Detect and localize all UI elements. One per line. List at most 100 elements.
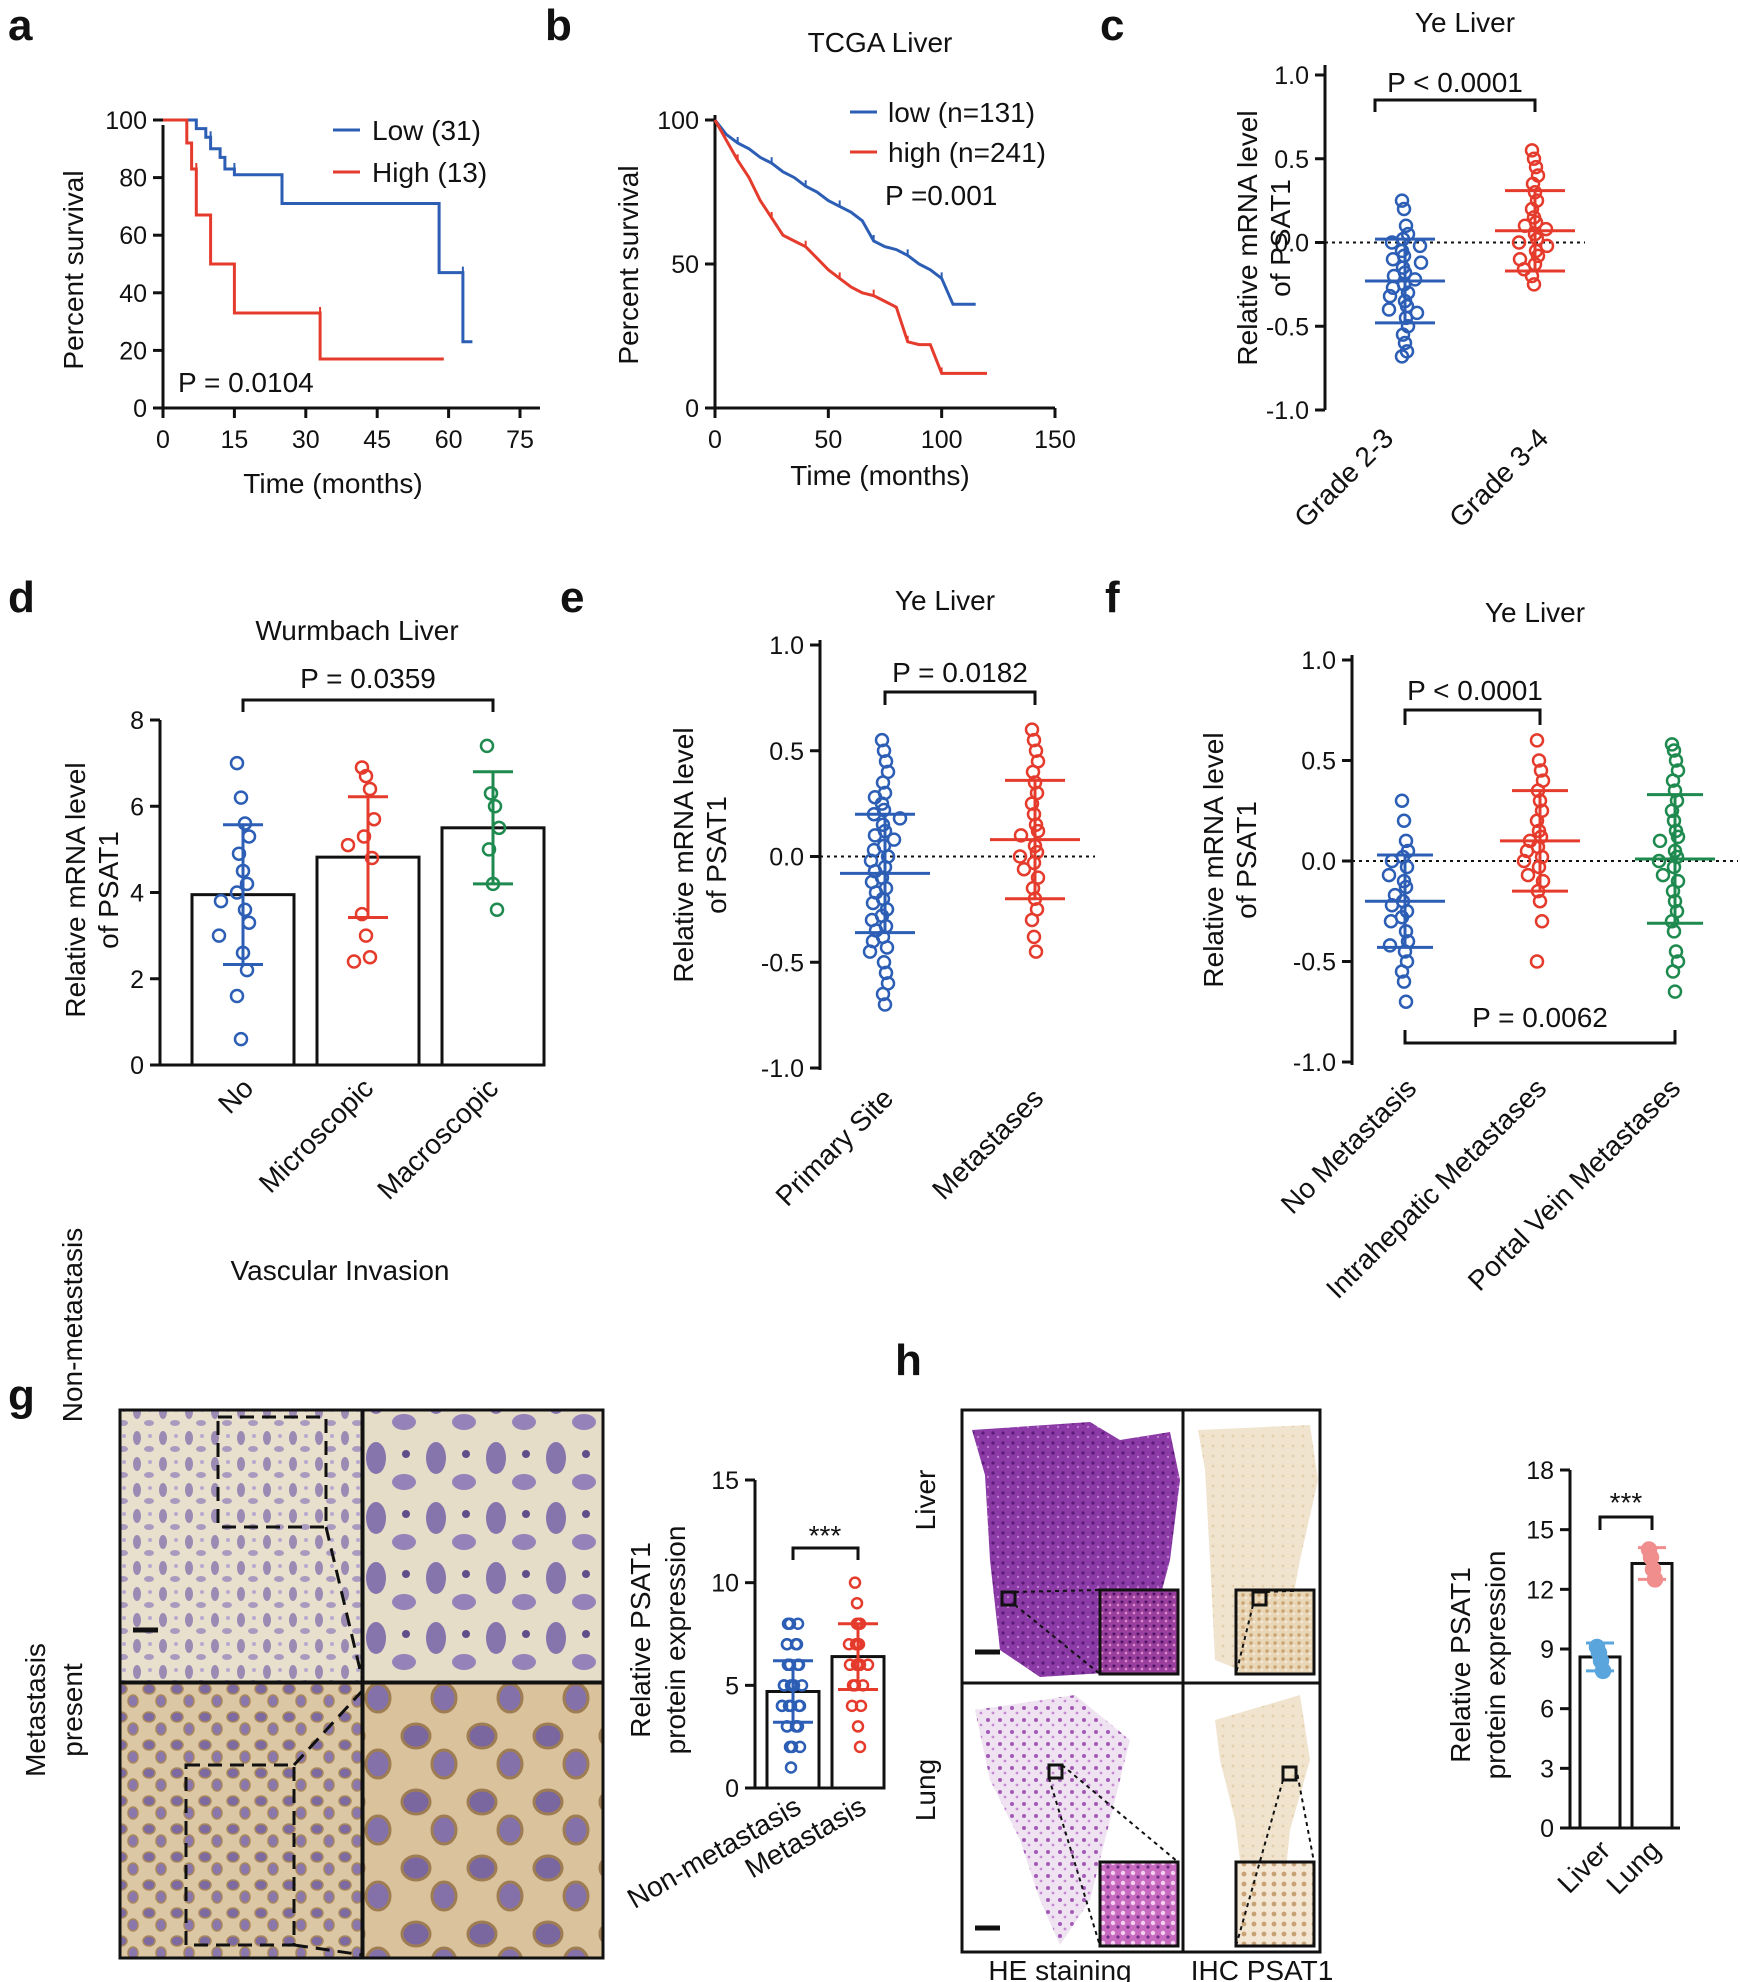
a-xtick-label: 0 [156,426,170,454]
d-point-3 [483,786,499,801]
d-category-2: Microscopic [253,1072,379,1198]
e-ylabel-line1: Relative mRNA level [668,727,699,982]
f-point-3 [1665,773,1681,788]
b-xtick-label: 100 [921,426,963,454]
e-ytick-label: 1.0 [769,632,804,660]
d-point-3 [481,842,497,857]
c-point-2 [1528,159,1544,175]
e-category-2: Metastases [926,1082,1049,1205]
f-point-1 [1396,813,1412,829]
g-point-1 [793,1740,807,1754]
e-point-2 [1026,929,1042,945]
g-ytick-label: 15 [711,1467,739,1495]
g-ytick-label: 5 [725,1672,739,1700]
h-ytick-label: 6 [1540,1696,1554,1724]
g-point-2 [851,1720,865,1733]
a-xtick-label: 15 [220,426,248,454]
b-title: TCGA Liver [808,27,953,58]
panel-label-f: f [1105,573,1120,622]
f-pvalue-1: P < 0.0001 [1407,675,1543,706]
d-point-1 [237,902,253,917]
h-ytick-label: 3 [1540,1755,1554,1783]
d-ytick-label: 8 [130,707,144,735]
c-point-2 [1524,143,1540,158]
f-bracket-1 [1403,708,1542,725]
d-category-1: No [212,1072,259,1119]
c-point-1 [1385,252,1401,267]
d-ytick-label: 2 [130,966,144,994]
g-image-met-zoom [361,1681,605,1960]
b-series-1-line [713,119,976,306]
d-point-2 [346,954,362,969]
f-point-2 [1532,893,1548,909]
f-point-1 [1382,938,1398,953]
b-ytick-label: 100 [657,107,699,135]
a-xtick-label: 75 [506,426,534,454]
c-point-2 [1526,277,1542,292]
d-point-2 [366,811,382,827]
g-point-2 [842,1638,856,1651]
c-point-1 [1413,255,1429,270]
chart-a: 0 20 40 60 80 100 0 15 30 45 60 75 Percent survival… [58,107,540,499]
c-point-1 [1394,193,1410,208]
f-point-3 [1667,984,1683,999]
d-ylabel-line2: of PSAT1 [93,831,124,949]
f-point-2 [1520,867,1536,883]
d-point-1 [211,928,227,943]
a-ytick-label: 0 [133,395,147,423]
h-ytick-label: 9 [1540,1636,1554,1664]
c-category-2: Grade 3-4 [1443,422,1554,533]
d-point-2 [358,928,374,943]
c-point-1 [1396,201,1412,217]
h-ylabel-line2: protein expression [1480,1551,1511,1780]
h-zoom-guides [1014,1589,1315,1947]
f-category-2: Intrahepatic Metastases [1320,1072,1552,1304]
f-point-3 [1665,883,1681,899]
d-ytick-label: 0 [130,1052,144,1080]
c-point-1 [1384,235,1400,250]
h-lung-he-section [975,1695,1130,1945]
f-point-3 [1666,924,1682,939]
e-category-1: Primary Site [770,1082,900,1212]
g-ytick-label: 0 [725,1775,739,1803]
h-bar-1 [1578,1655,1622,1830]
c-category-1: Grade 2-3 [1288,422,1399,533]
f-point-3 [1668,944,1684,959]
b-ylabel: Percent survival [613,165,644,364]
b-ytick-label: 0 [685,395,699,423]
h-ylabel-line1: Relative PSAT1 [1445,1567,1476,1763]
h-ytick-label: 15 [1526,1517,1554,1545]
b-xtick-label: 0 [708,426,722,454]
e-point-2 [1012,849,1028,864]
h-significance: *** [1610,1487,1643,1518]
c-ytick-label: -1.0 [1266,397,1309,425]
f-category-1: No Metastasis [1275,1072,1422,1219]
f-point-2 [1529,954,1545,969]
f-point-1 [1394,793,1410,808]
c-ytick-label: 0.5 [1274,146,1309,174]
b-legend-high: high (n=241) [888,137,1046,168]
g-image-met-overview [118,1681,364,1960]
b-ytick-label: 50 [671,251,699,279]
f-ytick-label: -1.0 [1293,1049,1336,1077]
f-point-1 [1396,974,1412,989]
d-point-1 [233,1031,249,1047]
h-lung-he-zoom [1098,1860,1180,1948]
chart-d: 0 2 4 6 8 Wurmbach Liver Relative mRNA level… [60,615,546,1286]
e-point-1 [877,997,893,1012]
chart-f: -1.0 -0.5 0.0 0.5 1.0 Ye Liver Relative mRNA… [1198,597,1738,1304]
g-ylabel-line2: protein expression [660,1526,691,1755]
g-zoom-box-2 [184,1763,296,1947]
d-point-2 [358,768,374,784]
h-bar-2 [1630,1561,1674,1830]
f-point-2 [1529,733,1545,748]
h-liver-ihc-roi [1251,1590,1268,1607]
f-point-2 [1533,763,1549,778]
c-point-1 [1394,349,1410,364]
e-ylabel-line2: of PSAT1 [701,796,732,914]
e-point-1 [874,796,890,811]
d-point-2 [340,837,356,853]
h-liver-he-zoom [1098,1588,1180,1676]
a-xtick-label: 45 [363,426,391,454]
f-bracket-2 [1403,1030,1677,1045]
